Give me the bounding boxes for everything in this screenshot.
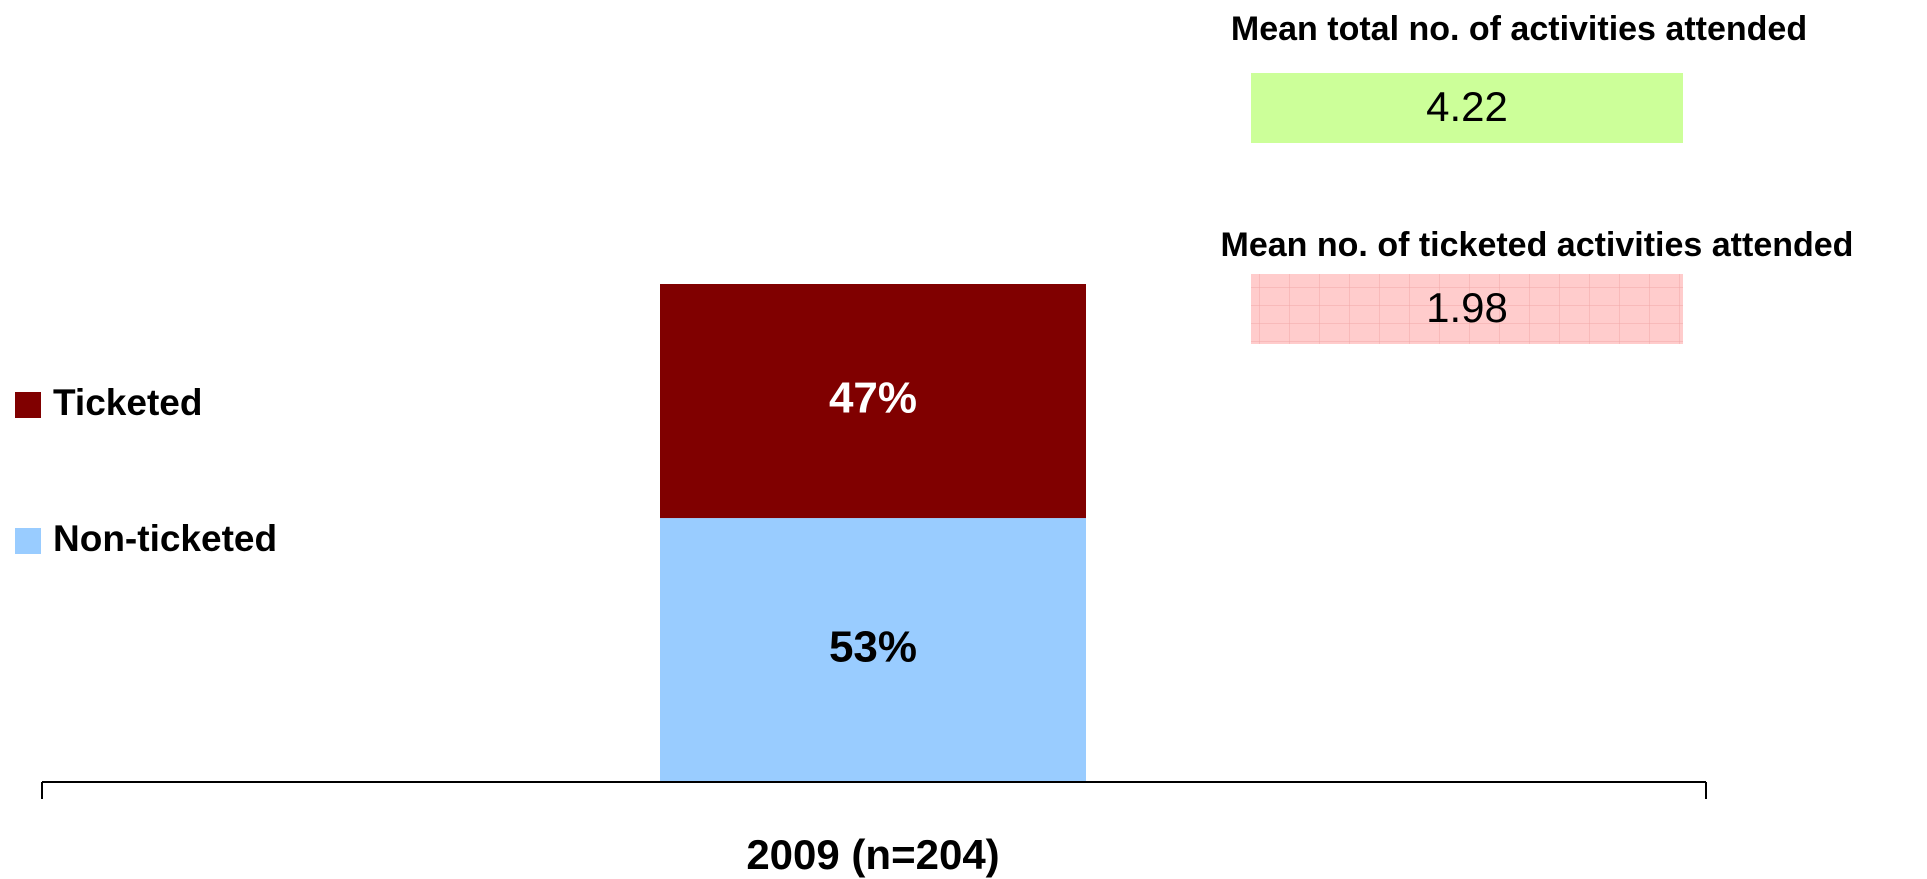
annotation-box [1251,73,1683,143]
bar-segment [660,518,1086,782]
annotation-title: Mean total no. of activities attended [1231,10,1807,48]
legend-swatch [15,528,41,554]
legend-label: Ticketed [53,382,202,423]
legend-label: Non-ticketed [53,518,277,559]
bar-segment [660,284,1086,519]
annotation-box-grid [1251,274,1683,344]
data-label: 47% [829,374,917,423]
x-tick-label: 2009 (n=204) [746,831,999,878]
annotation-value: 1.98 [1426,284,1508,331]
legend-swatch [15,392,41,418]
annotation-value: 4.22 [1426,83,1508,130]
data-label: 53% [829,623,917,672]
annotation-title: Mean no. of ticketed activities attended [1221,226,1854,264]
